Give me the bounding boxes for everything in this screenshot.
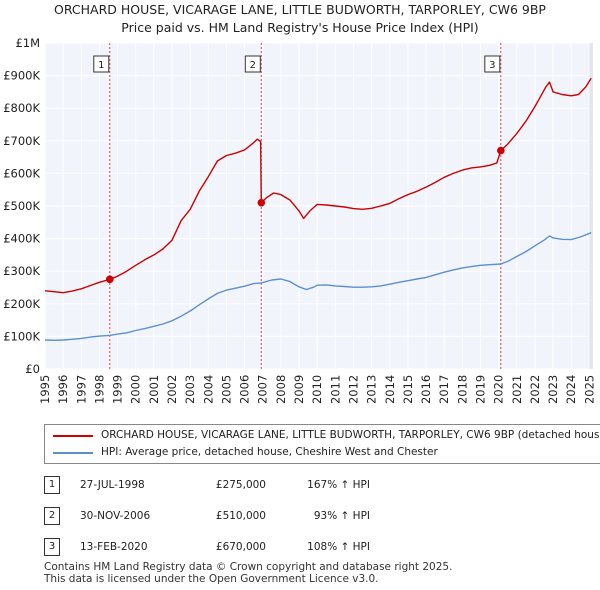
x-tick-label: 2003 [183, 375, 197, 404]
hpi-line [44, 232, 592, 341]
footer-licence: This data is licensed under the Open Gov… [44, 573, 379, 585]
x-tick-label: 1995 [38, 375, 52, 404]
legend-hpi-label: HPI: Average price, detached house, Ches… [101, 446, 438, 458]
x-tick-label: 2001 [147, 375, 161, 404]
x-tick-label: 2007 [256, 375, 270, 404]
x-tick-label: 2008 [274, 375, 288, 404]
sale-date: 30-NOV-2006 [80, 510, 151, 522]
x-tick-label: 2014 [383, 375, 397, 404]
x-tick-label: 2023 [546, 375, 560, 404]
sale-row: 2 30-NOV-2006 £510,000 93% ↑ HPI [0, 507, 600, 529]
chart-subtitle: Price paid vs. HM Land Registry's House … [121, 20, 479, 35]
sale-date: 27-JUL-1998 [80, 479, 145, 491]
x-tick-label: 2015 [401, 375, 415, 404]
sale-hpi-change: 93% ↑ HPI [313, 510, 370, 522]
legend: ORCHARD HOUSE, VICARAGE LANE, LITTLE BUD… [44, 424, 600, 464]
x-tick-label: 2002 [165, 375, 179, 404]
sale-label-number: 2 [250, 60, 256, 71]
x-tick-label: 2021 [510, 375, 524, 404]
y-tick-label: £600K [3, 166, 40, 180]
x-tick-label: 2025 [582, 375, 596, 404]
y-tick-label: £900K [3, 69, 40, 83]
y-tick-label: £0 [25, 362, 40, 376]
x-tick-label: 2009 [292, 375, 306, 404]
sale-date: 13-FEB-2020 [80, 541, 148, 553]
x-tick-label: 2005 [220, 375, 234, 404]
x-tick-label: 1998 [92, 375, 106, 404]
x-tick-label: 2018 [455, 375, 469, 404]
x-tick-label: 1997 [74, 375, 88, 404]
y-tick-label: £400K [3, 232, 40, 246]
y-tick-label: £700K [3, 134, 40, 148]
sale-price: £275,000 [215, 479, 266, 491]
sale-hpi-change: 108% ↑ HPI [307, 541, 370, 553]
sale-point [257, 198, 266, 207]
legend-hpi-line [53, 452, 93, 454]
x-tick-label: 2019 [474, 375, 488, 404]
x-tick-label: 2012 [347, 375, 361, 404]
sale-number-badge: 1 [44, 476, 60, 494]
sale-label-number: 3 [489, 60, 495, 71]
x-tick-label: 2022 [528, 375, 542, 404]
x-tick-label: 2006 [238, 375, 252, 404]
sale-point [497, 146, 505, 155]
y-tick-label: £200K [3, 297, 40, 311]
legend-property-label: ORCHARD HOUSE, VICARAGE LANE, LITTLE BUD… [101, 429, 600, 441]
x-tick-label: 2010 [310, 375, 324, 404]
sale-row: 3 13-FEB-2020 £670,000 108% ↑ HPI [0, 538, 600, 560]
x-tick-label: 1999 [111, 375, 125, 404]
x-tick-label: 2013 [365, 375, 379, 404]
x-tick-label: 1996 [56, 375, 70, 404]
x-tick-label: 2000 [129, 375, 143, 404]
x-tick-label: 2020 [492, 375, 506, 404]
sale-label-box [93, 55, 110, 73]
sale-number-badge: 2 [44, 507, 60, 525]
sale-row: 1 27-JUL-1998 £275,000 167% ↑ HPI [0, 476, 600, 498]
x-tick-label: 2017 [437, 375, 451, 404]
chart-title: ORCHARD HOUSE, VICARAGE LANE, LITTLE BUD… [54, 2, 546, 17]
legend-property-line [53, 435, 93, 437]
sale-number-badge: 3 [44, 538, 60, 556]
x-tick-label: 2004 [201, 375, 215, 404]
x-tick-label: 2016 [419, 375, 433, 404]
y-tick-label: £500K [3, 199, 40, 213]
y-tick-label: £800K [3, 101, 40, 115]
sale-label-box [244, 55, 261, 73]
footer-copyright: Contains HM Land Registry data © Crown c… [44, 561, 453, 573]
sale-point [105, 275, 114, 284]
sale-price: £510,000 [215, 510, 266, 522]
sale-price: £670,000 [215, 541, 266, 553]
price-chart: 1 2 3 £0 £100K £200K £300K £400K £500K £600K £700K… [3, 36, 596, 404]
x-tick-label: 2024 [564, 375, 578, 404]
property-price-line [44, 77, 592, 294]
sale-label-number: 1 [98, 60, 104, 71]
y-tick-label: £1M [15, 36, 40, 50]
y-tick-label: £100K [3, 329, 40, 343]
future-shade [589, 43, 593, 369]
sale-hpi-change: 167% ↑ HPI [307, 479, 370, 491]
x-tick-label: 2011 [328, 375, 342, 404]
y-tick-label: £300K [3, 264, 40, 278]
sale-label-box [484, 55, 501, 73]
